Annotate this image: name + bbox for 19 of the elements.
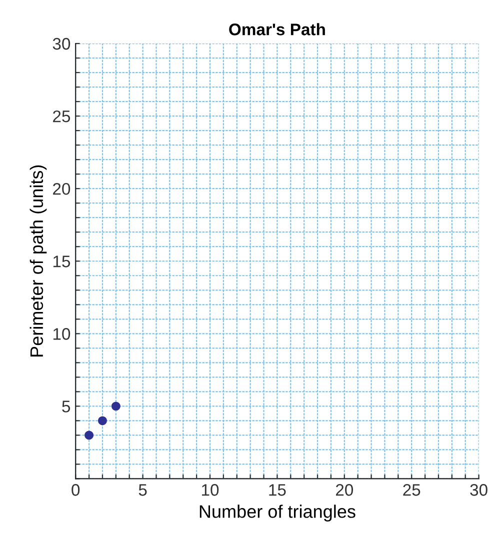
point	[84, 430, 94, 440]
x-tick-label: 10	[202, 484, 219, 496]
y-tick-label: 15	[53, 256, 70, 268]
y-tick-label: 20	[53, 182, 70, 195]
y-axis-title: Perimeter of path (units)	[30, 165, 47, 356]
x-tick-label: 15	[269, 484, 286, 496]
x-tick-label: 0	[72, 484, 80, 496]
y-tick-label: 5	[62, 400, 70, 412]
x-tick-label: 30	[470, 484, 488, 496]
chart-title: Omar's Path	[229, 23, 325, 36]
point	[98, 416, 107, 426]
x-tick-label: 5	[138, 484, 147, 496]
point	[111, 402, 120, 411]
y-tick-label: 10	[53, 328, 70, 340]
x-tick-label: 25	[403, 484, 420, 496]
x-tick-label: 20	[336, 484, 354, 496]
y-tick-label: 30	[52, 38, 70, 50]
y-tick-label: 25	[53, 110, 70, 122]
x-axis-title: Number of triangles	[200, 504, 356, 522]
